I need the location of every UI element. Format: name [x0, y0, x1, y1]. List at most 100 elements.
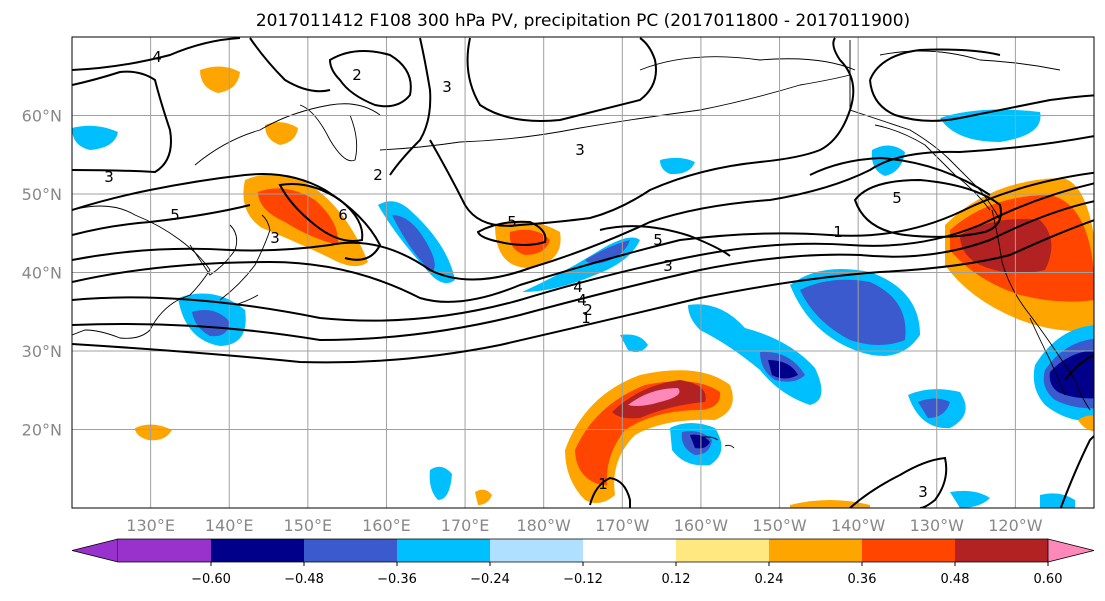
contour-label: 3 [575, 141, 585, 159]
y-tick-label: 60°N [22, 107, 62, 126]
contour-label: 1 [581, 309, 591, 327]
coast-kamchatka [299, 104, 358, 162]
neg-blob-ne-pacific [790, 268, 920, 356]
colorbar-tick-label: 0.48 [941, 572, 970, 587]
pv-contour-5 [72, 135, 1094, 281]
colorbar-tick-label: 0.12 [662, 572, 691, 587]
pv-contour-12 [328, 50, 412, 108]
neg-blob-south-hawaii [670, 423, 722, 466]
neg-small-3 [429, 466, 452, 500]
y-tick-label: 40°N [22, 264, 62, 283]
y-tick-labels: 60°N 50°N 40°N 30°N 20°N [22, 107, 62, 440]
contour-label: 4 [577, 291, 587, 309]
pv-contour-8 [278, 183, 364, 242]
contour-label: 5 [170, 206, 180, 224]
colorbar-tick-label: 0.24 [755, 572, 784, 587]
colorbar-tick-label: −0.36 [377, 572, 417, 587]
contour-label: 2 [373, 166, 383, 184]
pv-contour-18 [853, 178, 1002, 238]
colorbar: −0.60 −0.48 −0.36 −0.24 −0.12 0.12 0.24 0.36 0.4… [71, 538, 1095, 587]
colorbar-segment [304, 539, 398, 562]
colorbar-segment [955, 539, 1049, 562]
coast-asia [72, 205, 211, 339]
y-tick-label: 20°N [22, 421, 62, 440]
pos-blob-okhotsk [200, 66, 240, 93]
colorbar-segment [397, 539, 491, 562]
pv-contour-10 [72, 37, 241, 71]
pos-blob-kamchatka [265, 122, 298, 145]
pv-contour-16 [476, 220, 547, 246]
neg-small-1 [660, 157, 695, 175]
neg-blob-1 [378, 201, 455, 284]
contour-label: 2 [352, 66, 362, 84]
colorbar-extend-low [71, 538, 119, 563]
contour-label: 1 [833, 223, 843, 241]
chart-title: 2017011412 F108 300 hPa PV, precipitatio… [256, 11, 910, 31]
contour-label: 3 [442, 78, 452, 96]
colorbar-segment [118, 539, 212, 562]
x-tick-label: 140°E [205, 516, 254, 535]
colorbar-segment [583, 539, 677, 562]
neg-blob-mexico [1033, 325, 1094, 421]
pv-contour-20 [869, 48, 1001, 81]
contour-label: 6 [338, 206, 348, 224]
colorbar-segment [769, 539, 863, 562]
pv-contour-14 [466, 37, 657, 122]
x-tick-label: 150°W [752, 516, 807, 535]
colorbar-segment [211, 539, 305, 562]
contour-label: 4 [573, 278, 583, 296]
x-tick-label: 160°W [674, 516, 729, 535]
contour-label: 4 [152, 48, 162, 66]
colorbar-tick-label: −0.12 [563, 572, 603, 587]
pv-contour-1 [72, 219, 1094, 364]
pv-contour-6 [72, 204, 251, 236]
colorbar-tick-label: 0.36 [848, 572, 877, 587]
colorbar-segment [676, 539, 770, 562]
coast-hawaii [699, 436, 735, 449]
neg-blob-3 [72, 125, 118, 150]
contour-label: 1 [598, 475, 608, 493]
gridlines [72, 37, 1094, 508]
pv-contour-7 [72, 173, 382, 261]
pv-contour-25 [1064, 353, 1094, 381]
neg-blob-hawaii-band [688, 304, 822, 405]
colorbar-tick-label: −0.60 [191, 572, 231, 587]
y-tick-label: 30°N [22, 342, 62, 361]
x-tick-labels: 130°E 140°E 150°E 160°E 170°E 180°W 170°W 160°W… [126, 516, 1042, 535]
x-tick-label: 160°E [362, 516, 411, 535]
contour-label: 3 [663, 257, 673, 275]
colorbar-segment [490, 539, 584, 562]
pv-contours [72, 37, 1094, 508]
neg-small-4 [950, 490, 990, 508]
contour-label: 5 [653, 231, 663, 249]
pv-contour-9 [72, 70, 172, 174]
colorbar-segment [862, 539, 956, 562]
pv-contour-21 [869, 79, 1094, 122]
pv-contour-4 [72, 171, 1094, 303]
pos-small-4 [1078, 415, 1094, 432]
colorbar-tick-label: 0.60 [1034, 572, 1063, 587]
x-tick-label: 140°W [831, 516, 886, 535]
x-tick-label: 180°W [517, 516, 572, 535]
pv-contour-11 [249, 37, 331, 93]
colorbar-tick-label: −0.24 [470, 572, 510, 587]
pos-blob-hawaii-arc [565, 370, 733, 504]
contour-label: 2 [583, 301, 593, 319]
pv-contour-13 [389, 37, 432, 176]
x-tick-label: 150°E [284, 516, 333, 535]
neg-streak [522, 237, 640, 292]
x-tick-label: 130°E [126, 516, 175, 535]
x-tick-label: 170°E [441, 516, 490, 535]
pos-small-1 [135, 424, 172, 441]
pv-contour-24 [1059, 434, 1094, 508]
colorbar-extend-high [1047, 538, 1095, 563]
contour-label: 5 [507, 213, 517, 231]
x-tick-label: 130°W [910, 516, 965, 535]
contour-label: 3 [918, 483, 928, 501]
colorbar-tick-label: −0.48 [284, 572, 324, 587]
map-frame [71, 36, 1095, 509]
coast-alaska [849, 40, 1001, 221]
